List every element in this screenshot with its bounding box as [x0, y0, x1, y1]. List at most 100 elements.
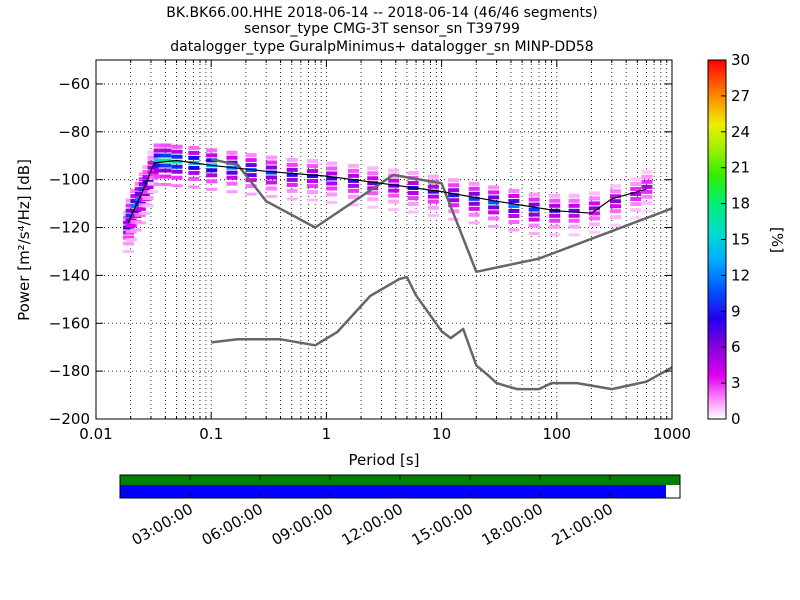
- heatmap-cell: [142, 185, 154, 190]
- heatmap-cell: [226, 170, 238, 175]
- heatmap-cell: [138, 172, 150, 177]
- heatmap-cell: [206, 179, 218, 184]
- heatmap-cell: [171, 169, 183, 174]
- heatmap-cell: [307, 169, 319, 174]
- heatmap-cell: [427, 184, 439, 189]
- chart-title: BK.BK66.00.HHE 2018-06-14 -- 2018-06-14 …: [166, 5, 598, 55]
- heatmap-cell: [508, 208, 520, 213]
- heatmap-cell: [134, 221, 146, 225]
- heatmap-cell: [549, 233, 561, 237]
- x-tick-label: 1: [322, 425, 332, 443]
- heatmap-cell: [226, 150, 238, 155]
- heatmap-cell: [488, 224, 500, 228]
- y-axis: −60 −80 −100 −120 −140 −160 −180 −200: [49, 75, 672, 428]
- heatmap-cell: [206, 173, 218, 178]
- colorbar-label: [%]: [768, 227, 786, 253]
- heatmap-cell: [588, 196, 600, 201]
- heatmap-cell: [265, 165, 277, 170]
- x-tick-label: 1000: [653, 425, 691, 443]
- colorbar-tick-label: 12: [731, 266, 750, 284]
- heatmap-cell: [153, 153, 165, 158]
- heatmap-cell: [286, 157, 298, 162]
- heatmap-cell: [427, 189, 439, 194]
- heatmap-cell: [147, 160, 159, 165]
- series-line-2: [210, 158, 672, 274]
- heatmap-cell: [153, 183, 165, 187]
- heatmap-cell: [508, 193, 520, 198]
- heatmap-cell: [468, 181, 480, 186]
- heatmap-cell: [407, 202, 419, 207]
- colorbar-tick-label: 30: [731, 51, 750, 69]
- heatmap-cell: [134, 212, 146, 217]
- heatmap-cell: [641, 189, 653, 194]
- heatmap-cell: [153, 158, 165, 163]
- heatmap-cell: [160, 168, 172, 173]
- heatmap-cell: [388, 208, 400, 212]
- heatmap-cell: [488, 185, 500, 190]
- heatmap-cell: [265, 175, 277, 180]
- heatmap-cell: [286, 172, 298, 177]
- y-tick-label: −200: [49, 410, 90, 428]
- heatmap-cell: [568, 193, 580, 198]
- heatmap-cell: [138, 192, 150, 197]
- heatmap-cell: [367, 176, 379, 181]
- colorbar-tick-label: 18: [731, 195, 750, 213]
- heatmap-cell: [265, 155, 277, 160]
- heatmap-cell: [609, 223, 621, 227]
- heatmap-cell: [609, 204, 621, 209]
- heatmap-cell: [388, 193, 400, 198]
- heatmap-cell: [142, 204, 154, 208]
- heatmap-cell: [188, 155, 200, 160]
- heatmap-cell: [171, 175, 183, 180]
- title-line-2: sensor_type CMG-3T sensor_sn T39799: [244, 21, 520, 37]
- heatmap-cell: [549, 218, 561, 223]
- heatmap-cell: [388, 188, 400, 193]
- heatmap-cell: [153, 163, 165, 168]
- heatmap-cell: [588, 216, 600, 221]
- y-tick-label: −140: [49, 266, 90, 284]
- heatmap-cell: [160, 158, 172, 163]
- heatmap-cell: [138, 182, 150, 187]
- heatmap-cell: [326, 186, 338, 191]
- heatmap-cell: [468, 206, 480, 211]
- plot-frame: [95, 59, 673, 420]
- heatmap-cell: [448, 178, 460, 183]
- colorbar-tick-label: 24: [731, 123, 750, 141]
- heatmap-cell: [448, 183, 460, 188]
- heatmap-cell: [171, 149, 183, 154]
- heatmap-cell: [153, 148, 165, 153]
- time-tick-label: 06:00:00: [199, 500, 266, 549]
- heatmap-cell: [188, 165, 200, 170]
- y-tick-label: −180: [49, 362, 90, 380]
- heatmap-cell: [448, 217, 460, 221]
- heatmap-cell: [226, 175, 238, 180]
- heatmap-cell: [153, 174, 165, 179]
- heatmap-cell: [630, 187, 642, 192]
- colorbar-tick-label: 15: [731, 231, 750, 249]
- heatmap-cell: [138, 187, 150, 192]
- heatmap-cell: [286, 182, 298, 187]
- heatmap-cell: [347, 203, 359, 207]
- heatmap-cell: [307, 159, 319, 164]
- heatmap-cell: [160, 153, 172, 158]
- heatmap-cell: [468, 186, 480, 191]
- heatmap-cell: [528, 192, 540, 197]
- heatmap-cell: [549, 203, 561, 208]
- heatmap-cell: [160, 174, 172, 179]
- heatmap-cell: [488, 200, 500, 205]
- y-axis-label: Power [m²/s⁴/Hz] [dB]: [15, 159, 33, 321]
- heatmap-cell: [427, 199, 439, 204]
- heatmap-cell: [407, 171, 419, 176]
- heatmap-cell: [488, 216, 500, 221]
- heatmap-cell: [568, 224, 580, 229]
- x-axis-label: Period [s]: [348, 451, 419, 469]
- heatmap-cell: [245, 173, 257, 178]
- heatmap-cell: [630, 182, 642, 187]
- heatmap-cell: [326, 181, 338, 186]
- heatmap-cell: [568, 203, 580, 208]
- heatmap-cell: [265, 160, 277, 165]
- heatmap-cell: [641, 174, 653, 179]
- heatmap-cell: [468, 196, 480, 201]
- heatmap-cell: [226, 181, 238, 186]
